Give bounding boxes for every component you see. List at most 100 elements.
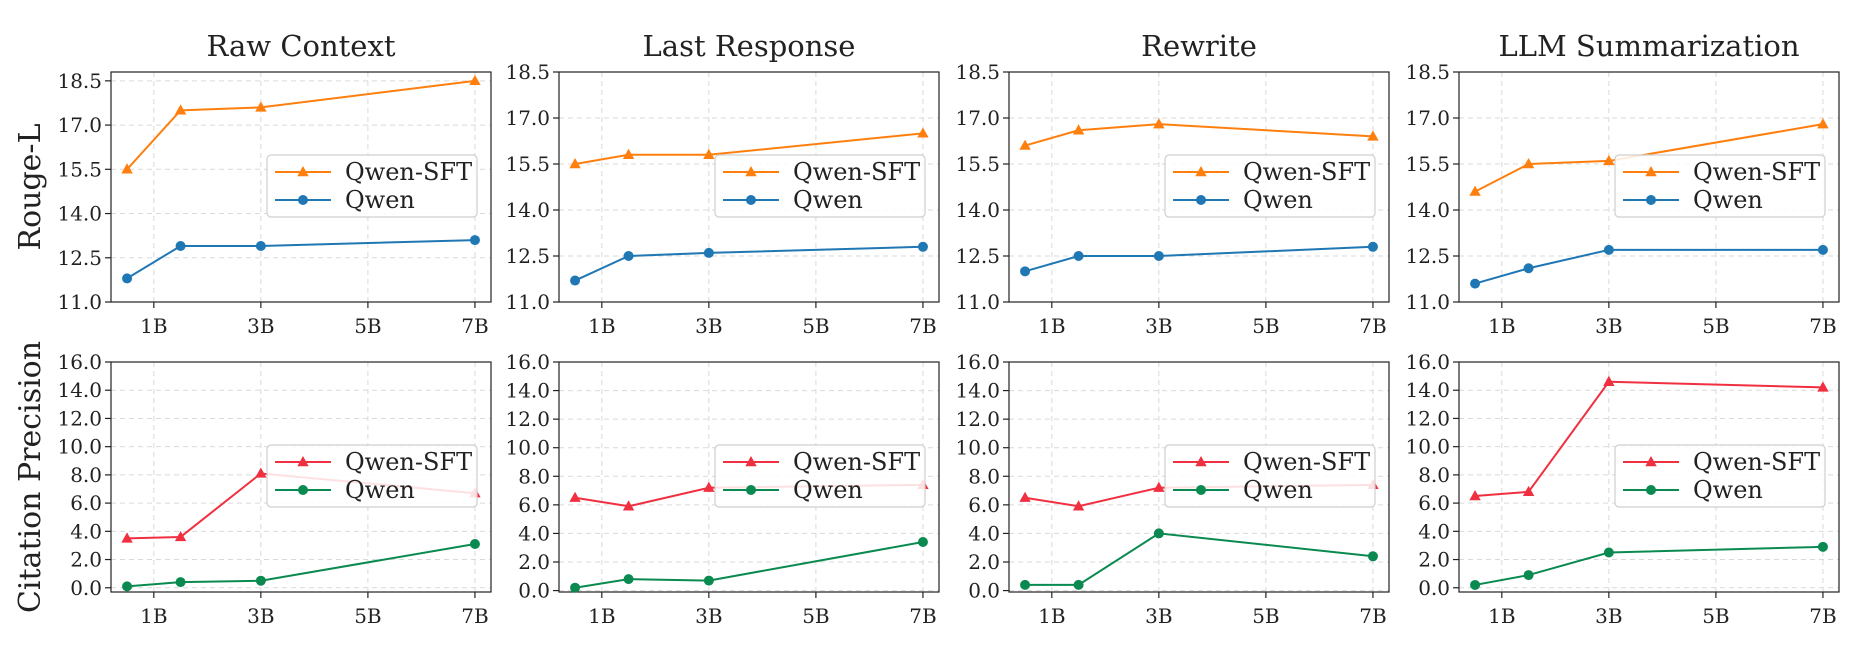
legend-marker-circle (298, 485, 308, 495)
data-point-circle (703, 575, 714, 586)
data-point-triangle (1153, 118, 1165, 129)
data-point-triangle (1153, 481, 1165, 492)
data-point-circle (175, 577, 186, 588)
y-tick-label: 14.0 (57, 202, 102, 226)
data-point-triangle (917, 127, 929, 138)
legend-marker-circle (1196, 195, 1206, 205)
data-point-circle (1523, 263, 1534, 274)
panel-title: Rewrite (1141, 29, 1257, 63)
legend-label: Qwen (1243, 476, 1313, 504)
y-tick-label: 14.0 (955, 379, 1000, 403)
y-tick-label: 17.0 (505, 106, 550, 130)
y-tick-label: 14.0 (505, 198, 550, 222)
x-tick-label: 1B (588, 604, 615, 628)
data-point-triangle (121, 532, 133, 543)
legend-marker-circle (1646, 485, 1656, 495)
data-point-triangle (469, 74, 481, 86)
y-tick-label: 15.5 (57, 157, 102, 181)
y-tick-label: 14.0 (57, 378, 102, 402)
y-tick-label: 15.5 (955, 152, 1000, 176)
legend-label: Qwen-SFT (345, 158, 472, 186)
data-point-triangle (1072, 500, 1085, 511)
x-tick-label: 3B (1145, 604, 1172, 628)
x-tick-label: 3B (1145, 314, 1172, 338)
x-tick-label: 5B (1702, 314, 1729, 338)
y-tick-label: 8.0 (70, 463, 102, 487)
data-point-triangle (569, 491, 581, 502)
data-point-triangle (1817, 381, 1829, 392)
legend-label: Qwen (345, 476, 415, 504)
y-tick-label: 14.0 (1405, 378, 1450, 402)
series-line-qwen (1474, 545, 1823, 586)
chart-panel-4: 11.0 12.5 14.0 15.5 17.0 18.5 1B 3B 5B 7B LLM Summ… (1405, 29, 1840, 338)
y-tick-label: 10.0 (1405, 435, 1450, 459)
series-line-qwen (1024, 245, 1373, 273)
data-point-triangle (703, 148, 715, 159)
legend-label: Qwen-SFT (1693, 158, 1820, 186)
legend-marker-circle (746, 195, 756, 205)
y-tick-label: 17.0 (955, 106, 1000, 130)
legend-marker-triangle (297, 456, 309, 467)
y-tick-label: 0.0 (1418, 576, 1450, 600)
x-tick-label: 3B (247, 604, 274, 628)
x-tick-label: 5B (1252, 314, 1279, 338)
legend-label: Qwen (345, 186, 415, 214)
series-line-qwen-sft (1024, 123, 1374, 147)
series-line-qwen (1025, 532, 1374, 586)
legend-marker-triangle (297, 166, 309, 177)
plot-frame (1458, 71, 1840, 303)
series-line-qwen-sft (1474, 123, 1824, 193)
series-line-qwen-sft (574, 132, 924, 165)
chart-panel-7: 0.0 2.0 4.0 6.0 8.0 10.0 12.0 14.0 16.0 1B 3B 5B 7B Q… (955, 350, 1390, 628)
y-tick-label: 11.0 (57, 290, 102, 314)
x-tick-label: 1B (1038, 604, 1065, 628)
panel-title: Last Response (643, 29, 856, 63)
y-tick-label: 11.0 (505, 290, 550, 314)
y-tick-label: 6.0 (518, 493, 550, 517)
y-tick-label: 8.0 (1418, 463, 1450, 487)
y-tick-label: 14.0 (955, 198, 1000, 222)
x-tick-label: 1B (140, 604, 167, 628)
chart-panel-1: 11.0 12.5 14.0 15.5 17.0 18.5 1B 3B 5B 7B Raw Cont… (13, 29, 492, 338)
data-point-circle (917, 537, 928, 547)
x-tick-label: 3B (695, 604, 722, 628)
data-point-triangle (622, 500, 635, 511)
legend-box (1164, 154, 1376, 218)
y-tick-label: 2.0 (1418, 548, 1450, 572)
data-point-triangle (1469, 185, 1481, 196)
legend-box (266, 154, 478, 218)
x-tick-label: 5B (1702, 604, 1729, 628)
series-line-qwen (1474, 248, 1823, 285)
x-tick-label: 5B (802, 604, 829, 628)
data-point-circle (1153, 528, 1164, 539)
x-tick-label: 1B (1488, 314, 1515, 338)
data-point-triangle (1603, 375, 1615, 386)
x-tick-label: 7B (1359, 314, 1386, 338)
data-point-triangle (1019, 139, 1031, 150)
y-tick-label: 6.0 (70, 491, 102, 515)
y-tick-label: 4.0 (518, 521, 550, 545)
legend-label: Qwen (1243, 186, 1313, 214)
y-tick-label: 14.0 (1405, 198, 1450, 222)
x-tick-label: 5B (354, 314, 381, 338)
y-tick-label: 8.0 (518, 464, 550, 488)
legend-marker-triangle (1195, 166, 1207, 177)
series-line-qwen-sft (1474, 380, 1823, 498)
legend-label: Qwen (1693, 476, 1763, 504)
legend-box (266, 444, 478, 508)
data-point-circle (1817, 541, 1828, 552)
data-point-circle (570, 275, 581, 286)
y-tick-label: 12.5 (57, 246, 102, 270)
legend-marker-triangle (1645, 456, 1657, 467)
data-point-circle (623, 251, 634, 261)
y-tick-label: 16.0 (1405, 350, 1450, 374)
data-point-circle (1153, 251, 1164, 261)
data-point-triangle (1817, 118, 1829, 129)
y-tick-label: 18.5 (57, 69, 102, 93)
y-tick-label: 0.0 (70, 576, 102, 600)
legend-marker-circle (1196, 485, 1206, 495)
data-point-circle (255, 240, 266, 251)
